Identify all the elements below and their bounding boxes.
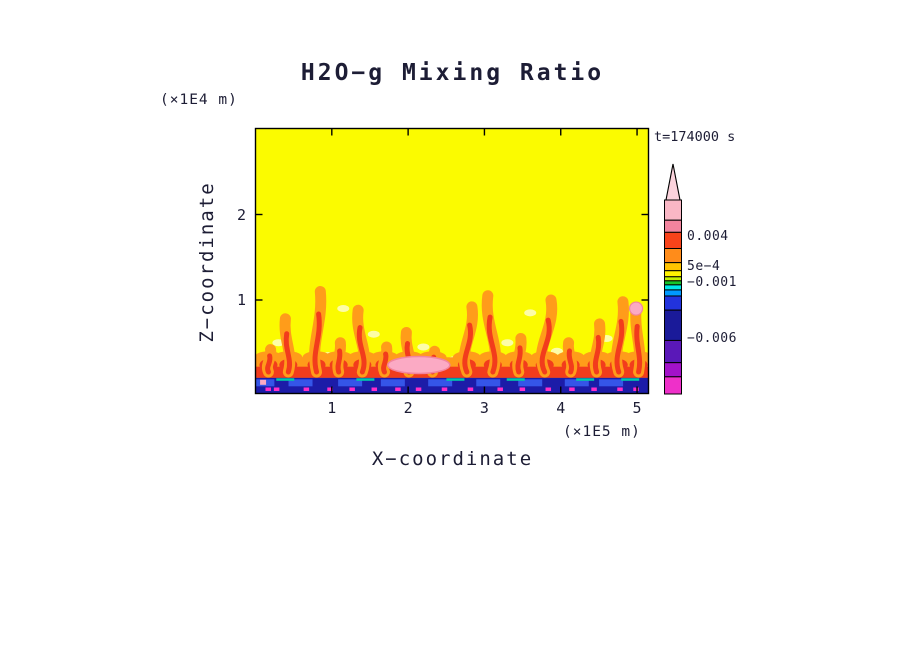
colorbar-label: 5e−4 [687,258,721,274]
y-tick-label: 1 [236,291,246,309]
plot-frame [254,127,650,395]
time-annotation: t=174000 s [654,129,736,145]
y-tick-label: 2 [236,205,246,224]
y-axis-label: Z−coordinate [196,181,218,343]
x-axis-label: X−coordinate [371,448,534,470]
colorbar-label: −0.001 [687,275,737,291]
x-tick-label: 2 [403,399,413,417]
x-tick-label: 3 [479,399,489,417]
colorbar-label: −0.006 [687,330,737,346]
field-area [255,128,649,394]
plot-title: H2O−g Mixing Ratio [300,60,605,86]
x-tick-label: 1 [327,399,337,417]
x-tick-label: 5 [632,399,642,417]
y-axis-unit: (×1E4 m) [160,92,238,108]
colorbar [664,163,682,395]
x-tick-label: 4 [556,399,566,417]
colorbar-label: 0.004 [687,228,729,244]
x-axis-unit: (×1E5 m) [563,424,641,440]
